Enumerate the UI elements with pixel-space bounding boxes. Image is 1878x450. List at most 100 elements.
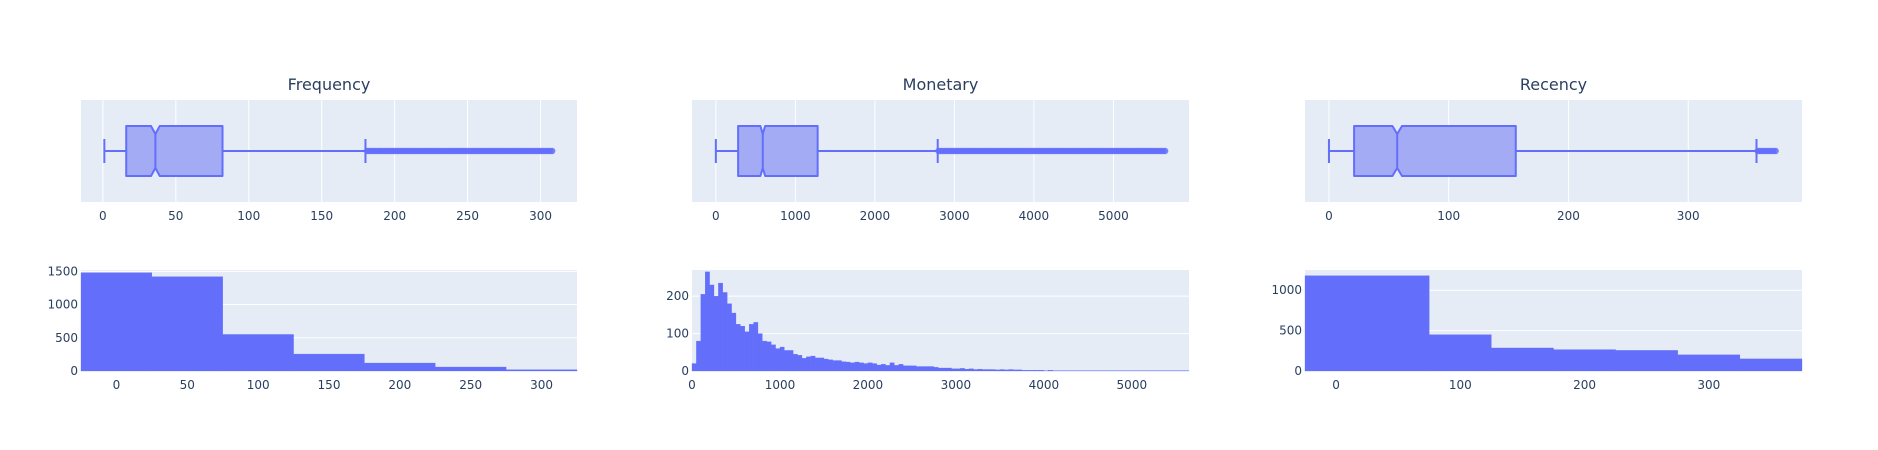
monetary-box-xtick-label: 1000 [780, 209, 811, 223]
monetary-hist-bar [1008, 369, 1014, 372]
monetary-hist-bar [924, 366, 930, 372]
monetary-hist-bar [999, 369, 1005, 372]
frequency-box-title: Frequency [288, 75, 371, 94]
monetary-hist-bar [907, 365, 913, 372]
monetary-hist-bar [753, 322, 759, 372]
monetary-hist-xtick-label: 1000 [765, 378, 796, 392]
monetary-hist-bar [762, 340, 767, 372]
monetary-hist-ytick-label: 200 [666, 289, 689, 303]
frequency-box-xtick-label: 50 [168, 209, 183, 223]
monetary-hist-bar [933, 367, 939, 372]
recency-box-xtick-label: 200 [1557, 209, 1580, 223]
recency-hist-bar [1615, 350, 1678, 372]
monetary-hist-bar [863, 363, 869, 372]
frequency-box-box [125, 125, 224, 177]
frequency-box-xtick-label: 250 [456, 209, 479, 223]
frequency-box-panel: 0 50 100 150 200 250 300 Frequency [81, 75, 577, 223]
monetary-hist-bar [713, 296, 719, 372]
recency-hist-ytick-label: 500 [1279, 324, 1302, 338]
monetary-hist-bar [718, 282, 723, 372]
recency-hist-bar [1429, 334, 1492, 372]
monetary-hist-bar [722, 292, 728, 372]
monetary-box-title: Monetary [903, 75, 979, 94]
monetary-hist-bar [938, 367, 943, 372]
monetary-hist-bar [1030, 370, 1036, 372]
frequency-hist-xtick-label: 250 [459, 378, 482, 392]
monetary-hist-bar [902, 365, 908, 372]
monetary-hist-bar [845, 361, 851, 372]
monetary-hist-bar [1026, 370, 1031, 372]
monetary-hist-bar [775, 348, 781, 372]
monetary-hist-bar [806, 356, 811, 372]
recency-hist-bar [1677, 354, 1741, 372]
monetary-hist-bar [735, 324, 741, 372]
monetary-hist-bar [727, 303, 732, 372]
recency-box-box [1353, 125, 1517, 177]
monetary-hist-bar [911, 365, 917, 372]
monetary-hist-bar [828, 359, 833, 372]
monetary-hist-bar [872, 363, 877, 372]
monetary-hist-bar [788, 350, 794, 372]
monetary-box-xtick-label: 0 [712, 209, 720, 223]
monetary-hist-bar [705, 271, 710, 372]
monetary-hist-bar [841, 361, 847, 372]
monetary-hist-bar [832, 360, 838, 372]
monetary-hist-bar [771, 344, 776, 372]
monetary-hist-bar [982, 369, 987, 372]
monetary-hist-bar [889, 362, 895, 372]
recency-box-outliers [1754, 147, 1779, 155]
monetary-hist-bar [929, 366, 935, 372]
recency-hist-ytick-label: 0 [1294, 364, 1302, 378]
frequency-hist-bar [364, 362, 436, 372]
frequency-hist-xtick-label: 100 [247, 378, 270, 392]
monetary-box-xtick-label: 5000 [1098, 209, 1129, 223]
monetary-hist-bar [986, 369, 992, 372]
recency-hist-xtick-label: 200 [1573, 378, 1596, 392]
monetary-hist-bar [977, 368, 983, 372]
monetary-hist-bar [700, 294, 706, 372]
monetary-hist-bar [744, 331, 750, 372]
monetary-hist-bar [885, 365, 891, 372]
frequency-hist-bar [505, 369, 578, 372]
monetary-hist-bar [740, 325, 745, 372]
monetary-hist-bar [1012, 369, 1018, 372]
monetary-hist-bar [1034, 370, 1040, 372]
monetary-hist-bar [793, 354, 798, 372]
monetary-hist-bar [995, 369, 1001, 372]
monetary-hist-bar [819, 357, 825, 372]
recency-hist-bar [1553, 349, 1616, 372]
monetary-box-box [737, 125, 819, 177]
recency-hist-bars [1304, 275, 1803, 372]
monetary-hist-xtick-label: 3000 [941, 378, 972, 392]
monetary-hist-bar [784, 350, 789, 372]
monetary-hist-ytick-label: 100 [666, 327, 689, 341]
monetary-hist-bar [854, 361, 860, 372]
frequency-hist-xtick-label: 150 [318, 378, 341, 392]
recency-hist-xtick-label: 0 [1332, 378, 1340, 392]
frequency-hist-ytick-label: 0 [70, 364, 78, 378]
frequency-box-xtick-label: 200 [383, 209, 406, 223]
monetary-hist-ytick-label: 0 [681, 364, 689, 378]
frequency-box-outliers [363, 147, 556, 155]
frequency-hist-xtick-label: 50 [180, 378, 195, 392]
frequency-hist-bars [80, 272, 578, 372]
frequency-hist-bar [80, 272, 153, 372]
monetary-hist-bar [960, 368, 965, 372]
monetary-hist-bar [955, 368, 961, 372]
frequency-hist-xtick-label: 0 [113, 378, 121, 392]
monetary-hist-bar [815, 357, 820, 372]
recency-hist-bar [1304, 275, 1430, 372]
frequency-hist-ytick-label: 1000 [47, 298, 78, 312]
monetary-box-xtick-label: 2000 [860, 209, 891, 223]
monetary-box-panel: 0 1000 2000 3000 4000 5000 Monetary [692, 75, 1189, 223]
frequency-hist-bar [222, 334, 294, 372]
monetary-hist-bar [920, 366, 926, 372]
recency-box-outlier-point [1772, 147, 1779, 155]
recency-box-xtick-label: 0 [1325, 209, 1333, 223]
monetary-box-xtick-label: 3000 [939, 209, 970, 223]
recency-box-panel: 0 100 200 300 Recency [1305, 75, 1802, 223]
monetary-hist-bar [709, 284, 715, 372]
monetary-hist-xtick-label: 5000 [1117, 378, 1148, 392]
frequency-hist-xtick-label: 200 [388, 378, 411, 392]
